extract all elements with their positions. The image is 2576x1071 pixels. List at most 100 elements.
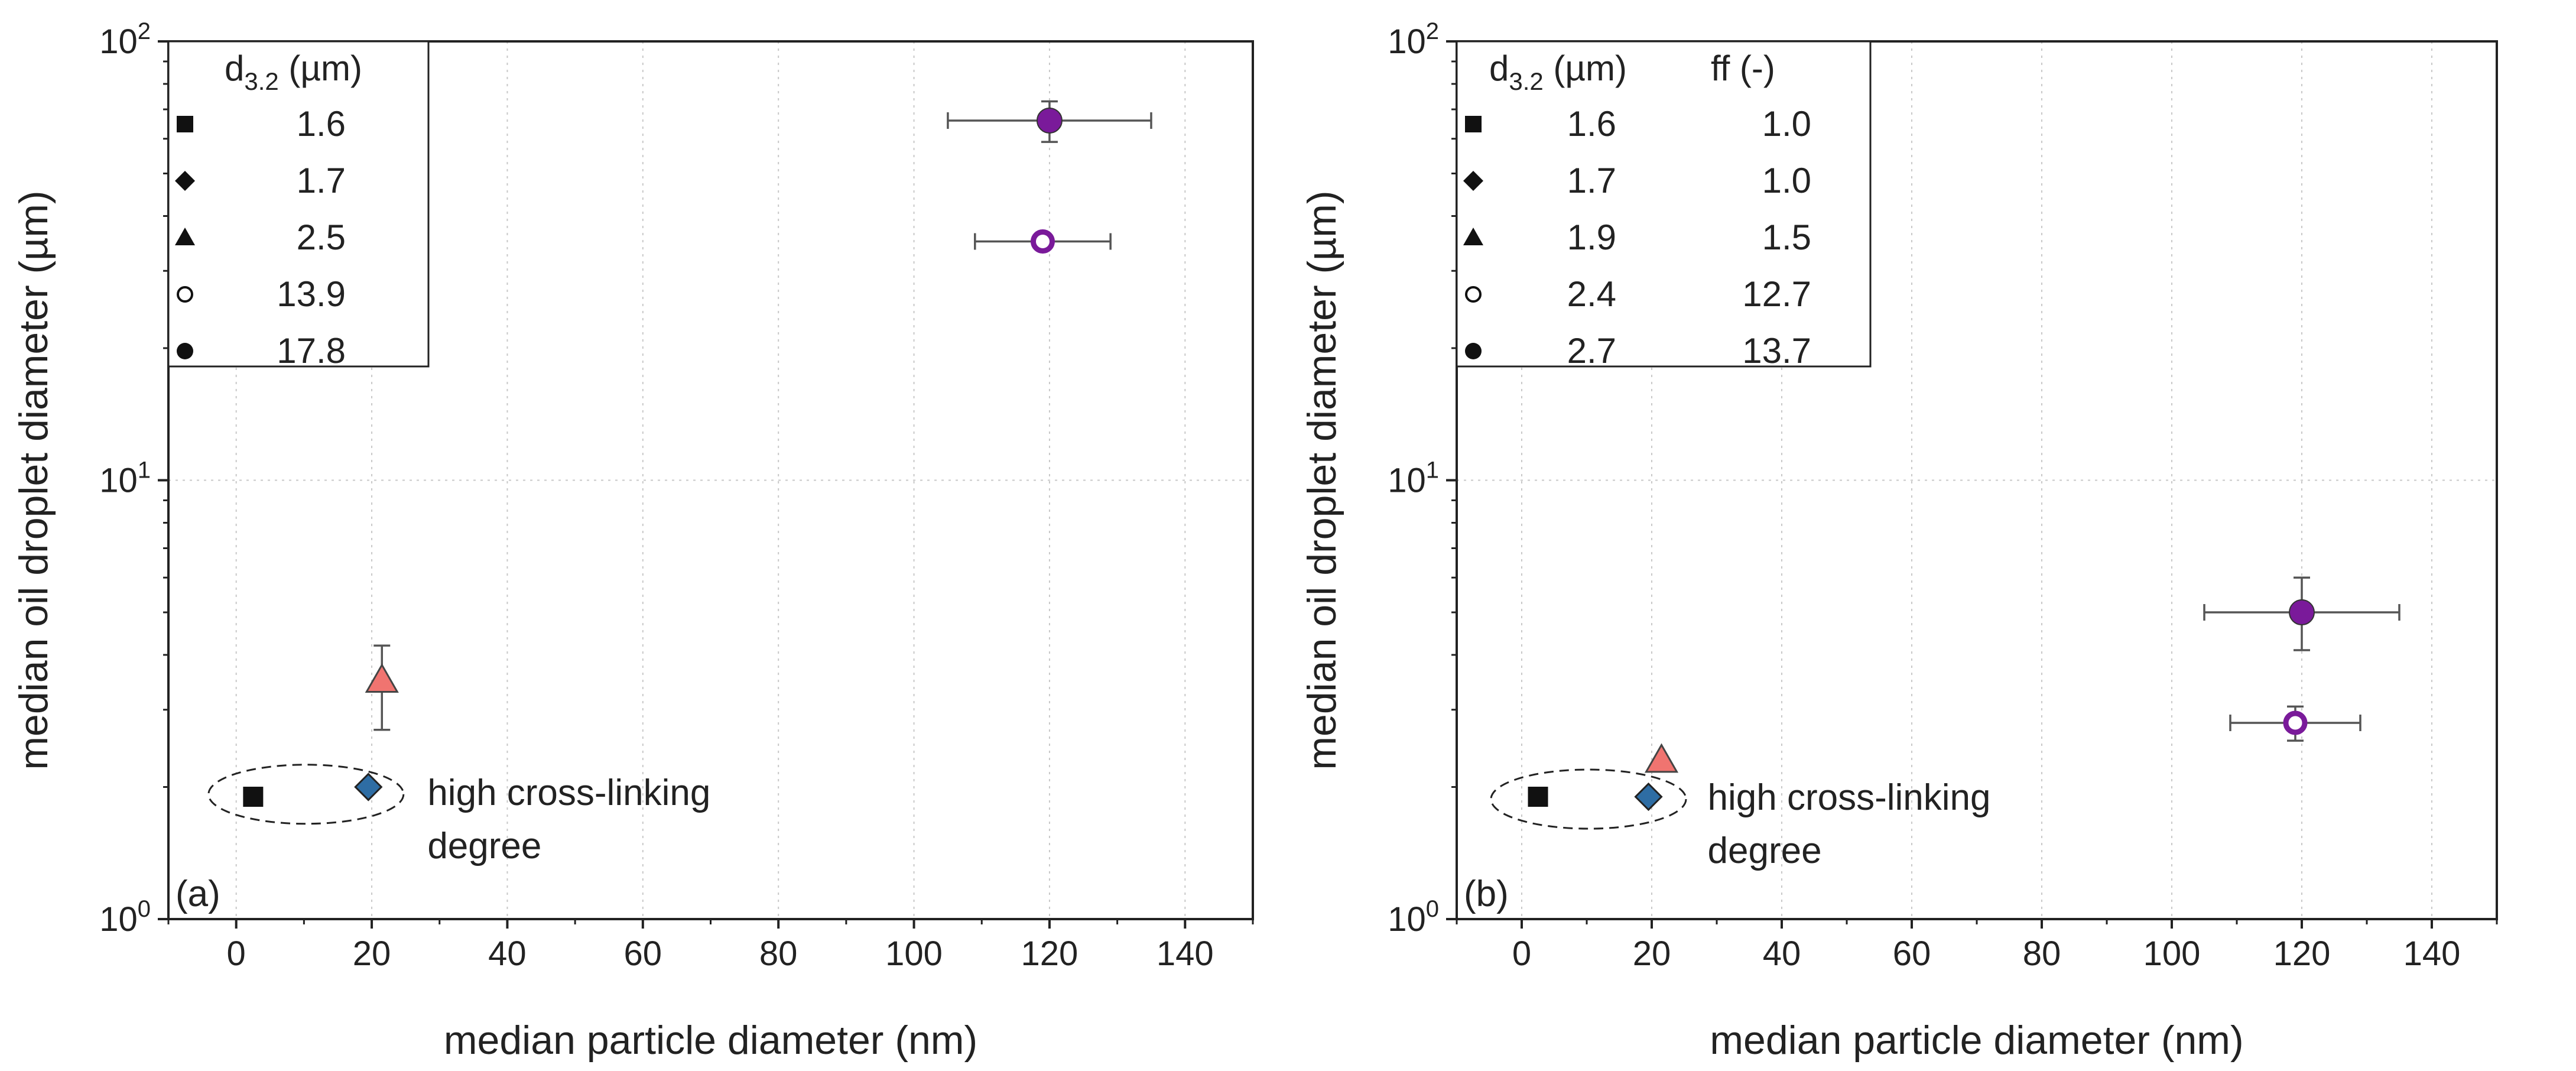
y-tick-label: 100 [1388, 896, 1439, 939]
annotation-text: high cross-linking [1708, 777, 1991, 818]
legend-header-main: d [1489, 48, 1509, 88]
y-tick-label: 102 [1388, 18, 1439, 61]
data-series-triangle [365, 644, 399, 731]
y-tick-label: 100 [99, 896, 151, 939]
y-axis-title: median oil droplet diameter (µm) [1300, 190, 1344, 770]
x-tick-label: 20 [353, 934, 391, 973]
data-point [1528, 787, 1548, 807]
data-point [1030, 229, 1055, 254]
y-tick-label: 102 [99, 18, 151, 61]
legend-marker [175, 228, 195, 245]
y-axis-title: median oil droplet diameter (µm) [11, 190, 56, 770]
legend-header: d3.2 (µm) [225, 48, 362, 95]
y-tick-exponent: 2 [1426, 18, 1439, 44]
x-tick-label: 100 [2143, 934, 2201, 973]
legend-marker [1463, 171, 1483, 191]
data-series-circle [2203, 576, 2400, 651]
legend-value: 1.6 [297, 104, 346, 144]
y-tick-exponent: 0 [138, 896, 151, 922]
legend-value: 1.7 [297, 161, 346, 200]
x-tick-label: 120 [2273, 934, 2331, 973]
legend-header-sub: 3.2 [244, 67, 278, 95]
legend-value: 1.0 [1762, 161, 1811, 200]
x-tick-label: 80 [2023, 934, 2061, 973]
data-series-circle [947, 100, 1152, 143]
y-tick-base: 10 [1388, 462, 1426, 500]
data-point [1644, 743, 1679, 773]
data-point [2289, 599, 2315, 626]
legend-marker [175, 171, 195, 191]
annotation-text: high cross-linking [427, 773, 710, 813]
y-tick-exponent: 1 [138, 457, 151, 483]
x-axis-title: median particle diameter (nm) [1710, 1018, 2243, 1063]
legend-value: 1.0 [1762, 104, 1811, 144]
panel-label: (b) [1464, 874, 1509, 914]
x-tick-label: 140 [2403, 934, 2461, 973]
data-point [365, 663, 399, 693]
data-point [354, 773, 383, 801]
legend: d3.2 (µm) 1.6 1.7 2.5 13.9 17.8 [167, 40, 430, 371]
data-point [1634, 782, 1663, 812]
legend-box [167, 40, 430, 368]
data-point [2283, 710, 2308, 735]
cross-linking-ellipse [207, 764, 405, 825]
x-tick-label: 0 [1512, 934, 1531, 973]
x-tick-label: 120 [1021, 934, 1079, 973]
legend-header-sub: 3.2 [1509, 67, 1543, 95]
legend: d3.2 (µm) ff (-) 1.6 1.0 1.7 1.0 1.9 1.5 2.4 12.7… [1456, 40, 1872, 371]
data-point [243, 787, 264, 807]
legend-marker [1465, 286, 1482, 303]
annotation-text: degree [1708, 830, 1822, 871]
legend-value: 17.8 [277, 331, 346, 371]
data-series-diamond [1634, 782, 1663, 812]
data-series-square [1528, 787, 1548, 807]
y-tick-exponent: 0 [1426, 896, 1439, 922]
y-tick-label: 101 [1388, 457, 1439, 500]
x-tick-label: 60 [624, 934, 662, 973]
y-tick-base: 10 [99, 22, 138, 61]
legend-value: 1.6 [1567, 104, 1616, 144]
legend-header-main: d [225, 48, 244, 88]
legend-marker [1465, 116, 1482, 132]
y-tick-label: 101 [99, 457, 151, 500]
cross-linking-ellipse [1490, 768, 1687, 830]
data-series-triangle [1644, 743, 1679, 773]
legend-value: 1.5 [1762, 218, 1811, 257]
legend-marker [177, 116, 193, 132]
x-axis-title: median particle diameter (nm) [444, 1018, 977, 1063]
y-tick-base: 10 [99, 462, 138, 500]
legend-value: 1.7 [1567, 161, 1616, 200]
legend-marker [1463, 228, 1483, 245]
legend-value: 13.7 [1742, 331, 1811, 371]
x-tick-label: 140 [1157, 934, 1214, 973]
y-tick-exponent: 2 [138, 18, 151, 44]
data-point [1036, 107, 1063, 134]
legend-value: 2.7 [1567, 331, 1616, 371]
y-tick-base: 10 [1388, 22, 1426, 61]
x-tick-label: 100 [885, 934, 943, 973]
y-tick-exponent: 1 [1426, 457, 1439, 483]
data-series-diamond [354, 773, 383, 801]
x-tick-label: 80 [759, 934, 798, 973]
x-tick-label: 0 [227, 934, 246, 973]
data-series-circle-open [974, 229, 1112, 254]
data-series-circle-open [2229, 705, 2361, 742]
x-tick-label: 40 [488, 934, 527, 973]
legend-marker [177, 343, 193, 359]
panel-label: (a) [176, 874, 220, 914]
legend-value: 2.4 [1567, 274, 1616, 314]
y-tick-base: 10 [1388, 900, 1426, 939]
legend-box [1456, 40, 1872, 368]
legend-marker [1465, 343, 1482, 359]
legend-value: 1.9 [1567, 218, 1616, 257]
legend-header-unit: (µm) [279, 48, 362, 88]
legend-header: d3.2 (µm) [1489, 48, 1627, 95]
legend-value: 2.5 [297, 218, 346, 257]
x-tick-label: 40 [1763, 934, 1801, 973]
legend-header: ff (-) [1711, 48, 1775, 88]
annotation-text: degree [427, 826, 541, 866]
legend-value: 13.9 [277, 274, 346, 314]
